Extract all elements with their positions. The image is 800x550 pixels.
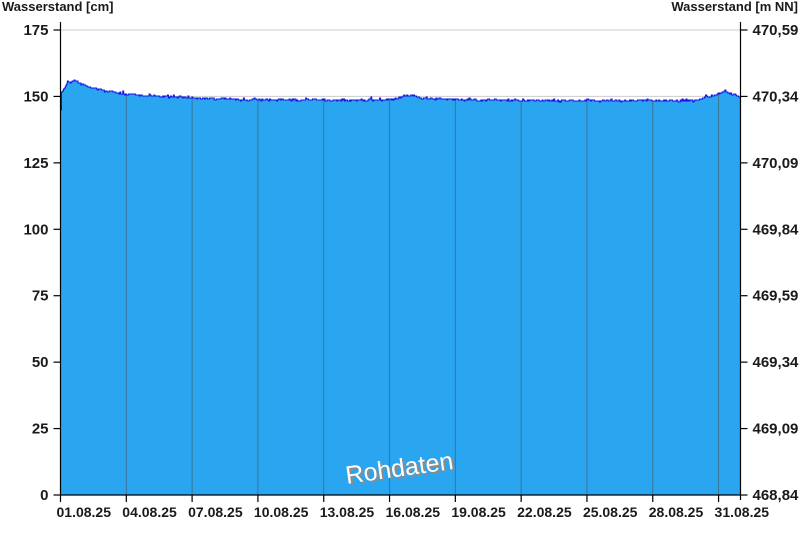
svg-text:16.08.25: 16.08.25 [386,504,441,520]
svg-text:10.08.25: 10.08.25 [254,504,309,520]
svg-text:04.08.25: 04.08.25 [122,504,177,520]
svg-text:469,34: 469,34 [753,354,800,371]
svg-text:0: 0 [40,487,48,504]
svg-text:470,09: 470,09 [753,155,799,172]
svg-text:470,34: 470,34 [753,88,800,105]
svg-text:469,84: 469,84 [753,221,800,238]
svg-text:28.08.25: 28.08.25 [649,504,704,520]
svg-text:50: 50 [32,354,49,371]
svg-text:175: 175 [23,22,48,39]
svg-text:22.08.25: 22.08.25 [517,504,572,520]
svg-text:469,59: 469,59 [753,288,799,305]
svg-text:150: 150 [23,88,48,105]
svg-text:31.08.25: 31.08.25 [715,504,770,520]
svg-text:125: 125 [23,155,48,172]
svg-text:25: 25 [32,421,49,438]
svg-text:19.08.25: 19.08.25 [451,504,506,520]
svg-text:468,84: 468,84 [753,487,800,504]
svg-text:100: 100 [23,221,48,238]
svg-text:469,09: 469,09 [753,421,799,438]
svg-text:07.08.25: 07.08.25 [188,504,243,520]
svg-text:470,59: 470,59 [753,22,799,39]
svg-text:13.08.25: 13.08.25 [320,504,375,520]
svg-text:25.08.25: 25.08.25 [583,504,638,520]
svg-text:01.08.25: 01.08.25 [57,504,112,520]
svg-text:75: 75 [32,288,49,305]
